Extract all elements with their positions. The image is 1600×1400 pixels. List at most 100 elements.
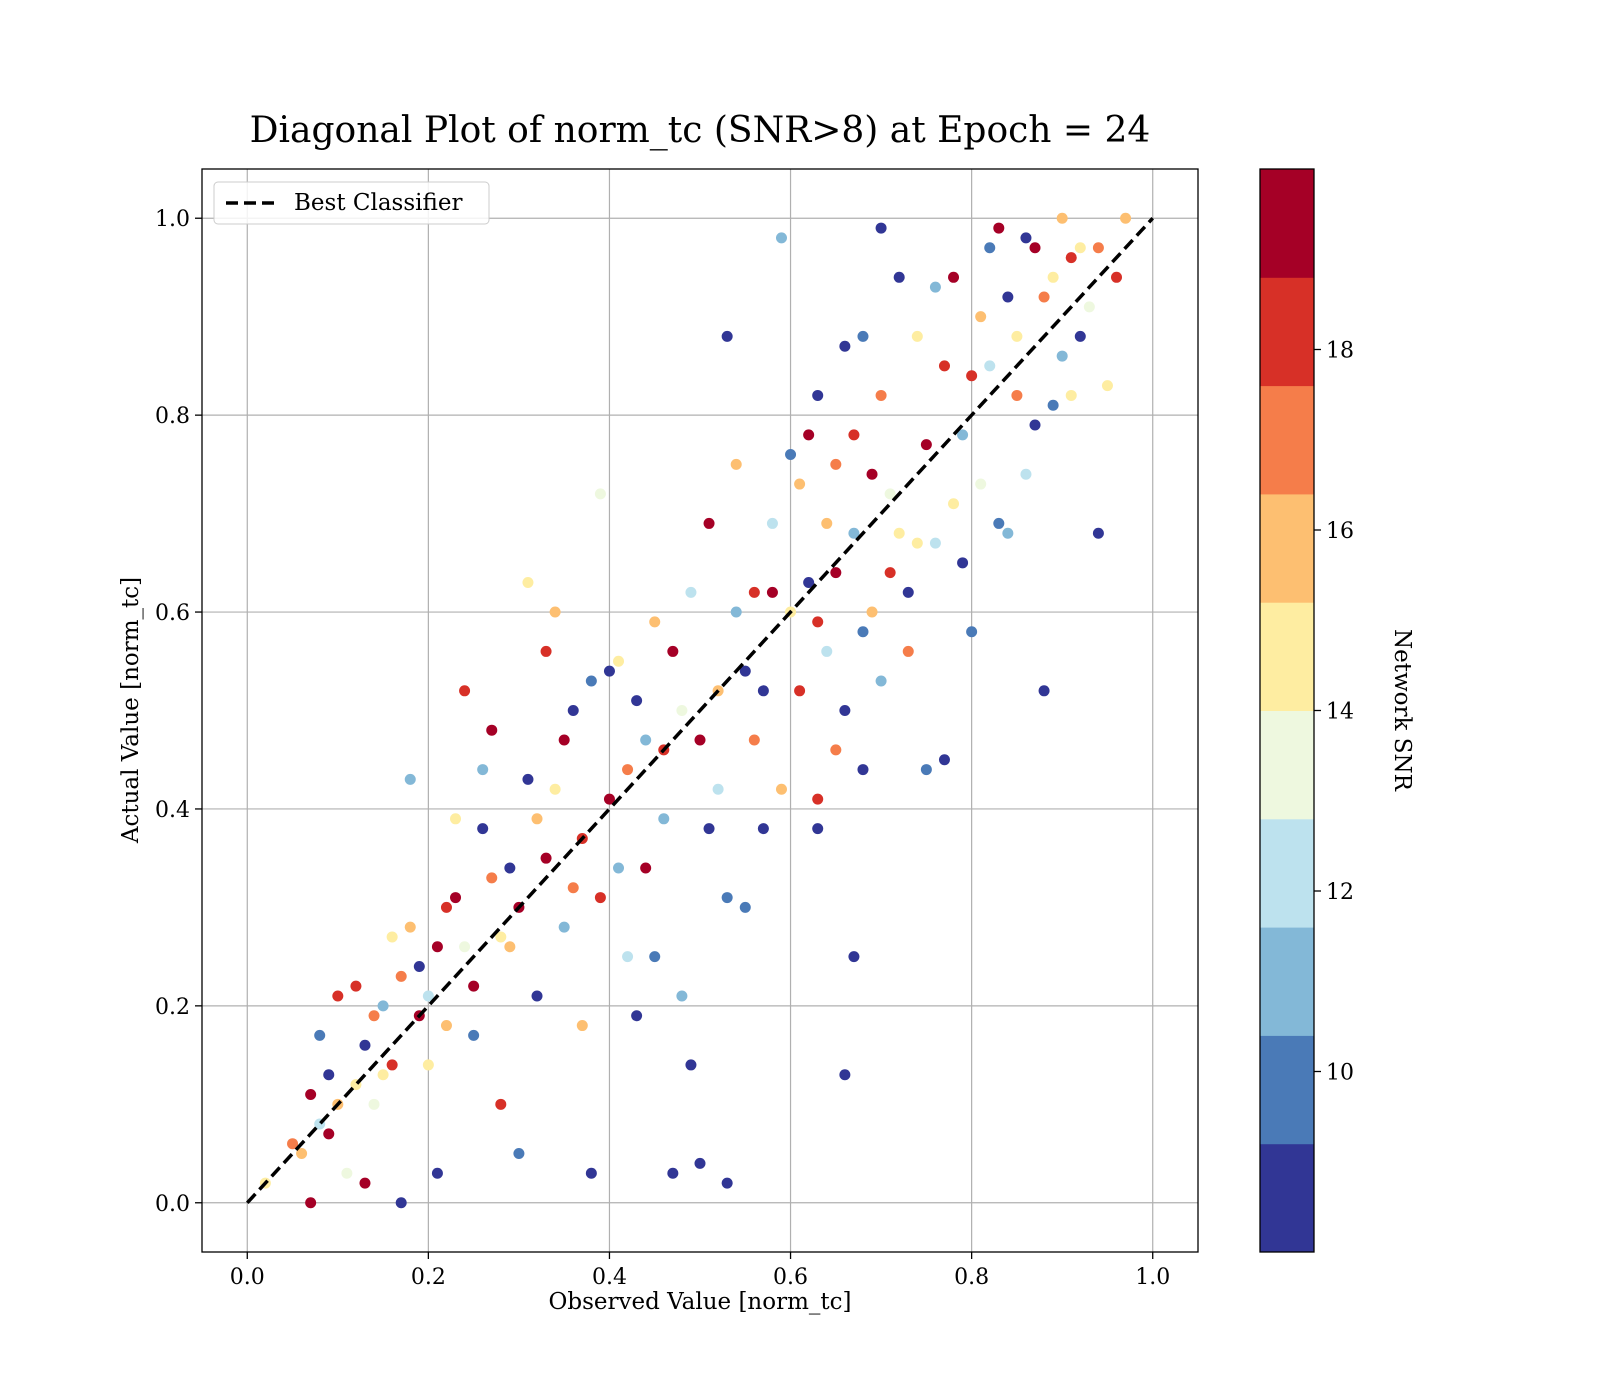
- data-point: [957, 557, 969, 569]
- data-point: [585, 1167, 597, 1179]
- data-point: [1002, 527, 1014, 539]
- data-point: [1047, 271, 1059, 283]
- data-point: [929, 537, 941, 549]
- data-point: [459, 685, 471, 697]
- data-point: [305, 1088, 317, 1100]
- data-point: [540, 645, 552, 657]
- data-point: [766, 586, 778, 598]
- data-point: [1038, 685, 1050, 697]
- data-point: [830, 744, 842, 756]
- data-point: [287, 1138, 299, 1150]
- data-point: [1120, 212, 1132, 224]
- y-tick-label: 0.4: [155, 798, 190, 823]
- colorbar-tick-label: 18: [1326, 339, 1354, 364]
- data-point: [486, 872, 498, 884]
- data-point: [1038, 291, 1050, 303]
- data-point: [640, 734, 652, 746]
- colorbar: [1260, 169, 1314, 1253]
- data-point: [712, 783, 724, 795]
- y-tick-label: 0.2: [155, 995, 190, 1020]
- colorbar-segment: [1260, 493, 1314, 603]
- data-point: [1056, 212, 1068, 224]
- data-point: [920, 764, 932, 776]
- data-point: [1002, 291, 1014, 303]
- data-point: [522, 773, 534, 785]
- data-point: [613, 862, 625, 874]
- data-point: [984, 242, 996, 254]
- data-point: [558, 734, 570, 746]
- data-point: [531, 990, 543, 1002]
- y-axis-ticks: 0.0 0.2 0.4 0.6 0.8 1.0: [155, 207, 202, 1217]
- data-point: [703, 823, 715, 835]
- data-point: [857, 764, 869, 776]
- data-point: [1111, 271, 1123, 283]
- data-point: [938, 360, 950, 372]
- x-tick-label: 0.0: [230, 1265, 265, 1290]
- data-point: [857, 330, 869, 342]
- data-point: [567, 705, 579, 716]
- data-point: [785, 449, 797, 461]
- data-point: [812, 389, 824, 401]
- data-point: [703, 517, 715, 529]
- data-point: [993, 222, 1005, 234]
- data-point: [739, 901, 751, 913]
- data-point: [957, 429, 969, 441]
- data-point: [658, 813, 670, 825]
- data-point: [450, 813, 462, 825]
- data-point: [821, 645, 833, 657]
- data-point: [531, 813, 543, 825]
- data-point: [649, 951, 661, 963]
- data-point: [495, 931, 507, 943]
- data-point: [1065, 389, 1077, 401]
- data-point: [468, 980, 480, 992]
- data-point: [603, 793, 615, 805]
- colorbar-segment: [1260, 385, 1314, 495]
- data-point: [748, 734, 760, 746]
- colorbar-segment: [1260, 710, 1314, 820]
- data-point: [794, 478, 806, 490]
- data-point: [377, 1000, 389, 1012]
- data-point: [1056, 350, 1068, 362]
- data-point: [477, 764, 489, 776]
- data-point: [730, 458, 742, 470]
- data-point: [386, 931, 398, 943]
- data-point: [1047, 399, 1059, 411]
- data-point: [631, 695, 643, 707]
- data-point: [567, 882, 579, 894]
- data-point: [902, 645, 914, 657]
- data-point: [884, 567, 896, 579]
- colorbar-segment: [1260, 169, 1314, 278]
- data-point: [929, 281, 941, 293]
- colorbar-segment: [1260, 927, 1314, 1036]
- data-point: [1083, 301, 1095, 313]
- data-point: [875, 675, 887, 687]
- plot-frame: [201, 168, 1199, 1253]
- data-point: [585, 675, 597, 687]
- data-point: [803, 577, 815, 589]
- data-point: [812, 823, 824, 835]
- data-point: [359, 1039, 371, 1051]
- x-axis-label: Observed Value [norm_tc]: [549, 1289, 852, 1315]
- x-tick-label: 0.4: [592, 1265, 627, 1290]
- data-point: [848, 429, 860, 441]
- data-point: [395, 970, 407, 982]
- data-point: [468, 1029, 480, 1041]
- data-point: [676, 990, 688, 1002]
- data-point: [848, 527, 860, 539]
- data-point: [422, 990, 434, 1002]
- data-point: [966, 370, 978, 382]
- data-point: [513, 1148, 525, 1160]
- data-point: [359, 1177, 371, 1189]
- data-point: [504, 862, 516, 874]
- data-point: [504, 941, 516, 953]
- data-point: [377, 1069, 389, 1081]
- data-point: [984, 360, 996, 372]
- data-point: [911, 537, 923, 549]
- data-point: [486, 724, 498, 736]
- data-point: [603, 665, 615, 677]
- best-classifier-line: [245, 217, 1155, 1204]
- data-point: [1074, 330, 1086, 342]
- data-point: [857, 626, 869, 638]
- data-point: [893, 527, 905, 539]
